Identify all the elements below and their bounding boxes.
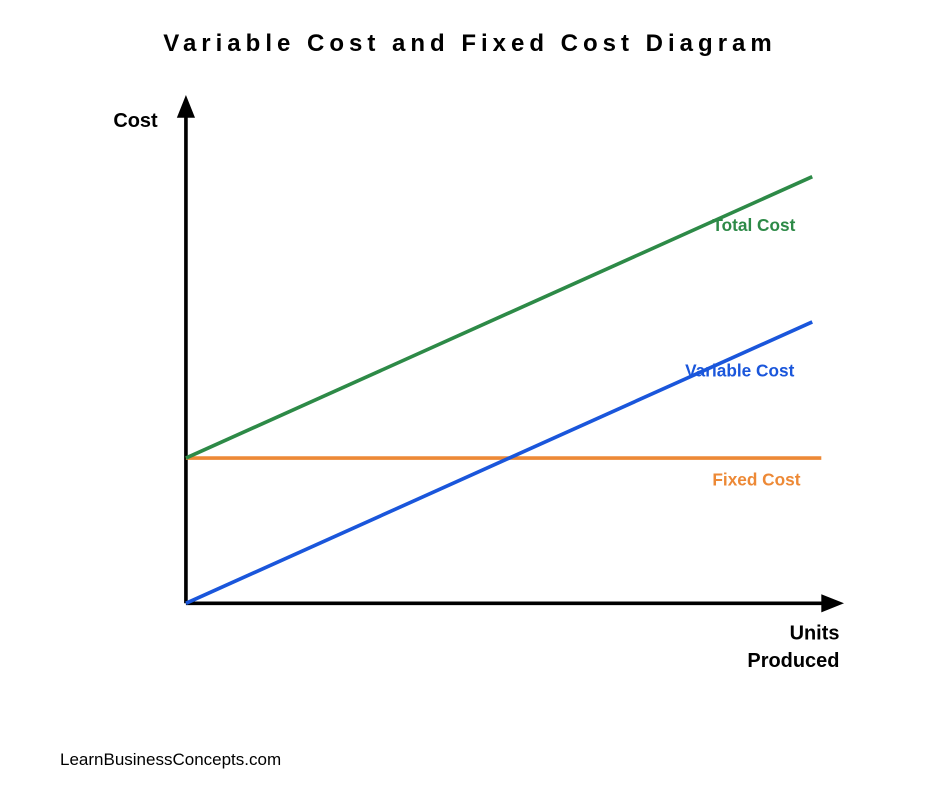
attribution-text: LearnBusinessConcepts.com: [60, 750, 281, 770]
x-axis-label-line2: Produced: [747, 650, 839, 672]
fixed-cost-label: Fixed Cost: [712, 469, 800, 489]
cost-chart-svg: Fixed Cost Variable Cost Total Cost Cost…: [100, 95, 880, 685]
variable-cost-label: Variable Cost: [685, 360, 794, 380]
x-axis-label-line1: Units: [790, 623, 840, 645]
y-axis-label: Cost: [113, 110, 158, 132]
total-cost-label: Total Cost: [712, 215, 795, 235]
chart-title: Variable Cost and Fixed Cost Diagram: [0, 0, 940, 58]
chart-area: Fixed Cost Variable Cost Total Cost Cost…: [100, 95, 880, 685]
y-axis-arrow: [177, 95, 195, 118]
x-axis-arrow: [821, 594, 844, 612]
